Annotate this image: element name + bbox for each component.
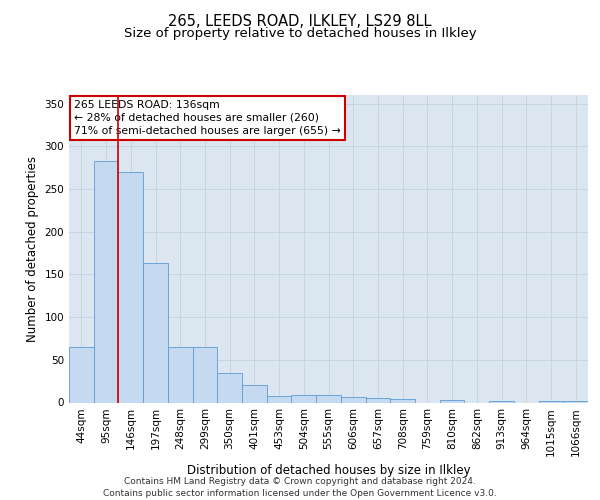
Bar	[489, 401, 514, 402]
Text: Contains HM Land Registry data © Crown copyright and database right 2024.
Contai: Contains HM Land Registry data © Crown c…	[103, 476, 497, 498]
Bar	[365, 398, 390, 402]
Bar	[563, 401, 588, 402]
Bar	[168, 347, 193, 403]
Text: 265, LEEDS ROAD, ILKLEY, LS29 8LL: 265, LEEDS ROAD, ILKLEY, LS29 8LL	[168, 14, 432, 29]
Y-axis label: Number of detached properties: Number of detached properties	[26, 156, 39, 342]
Bar	[94, 161, 118, 402]
Bar	[69, 347, 94, 403]
Bar	[193, 347, 217, 403]
Bar	[118, 172, 143, 402]
Bar	[267, 396, 292, 402]
Bar	[440, 400, 464, 402]
X-axis label: Distribution of detached houses by size in Ilkley: Distribution of detached houses by size …	[187, 464, 470, 477]
Bar	[217, 372, 242, 402]
Bar	[390, 399, 415, 402]
Bar	[292, 395, 316, 402]
Text: 265 LEEDS ROAD: 136sqm
← 28% of detached houses are smaller (260)
71% of semi-de: 265 LEEDS ROAD: 136sqm ← 28% of detached…	[74, 100, 341, 136]
Bar	[341, 398, 365, 402]
Text: Size of property relative to detached houses in Ilkley: Size of property relative to detached ho…	[124, 28, 476, 40]
Bar	[143, 264, 168, 402]
Bar	[242, 386, 267, 402]
Bar	[316, 395, 341, 402]
Bar	[539, 401, 563, 402]
